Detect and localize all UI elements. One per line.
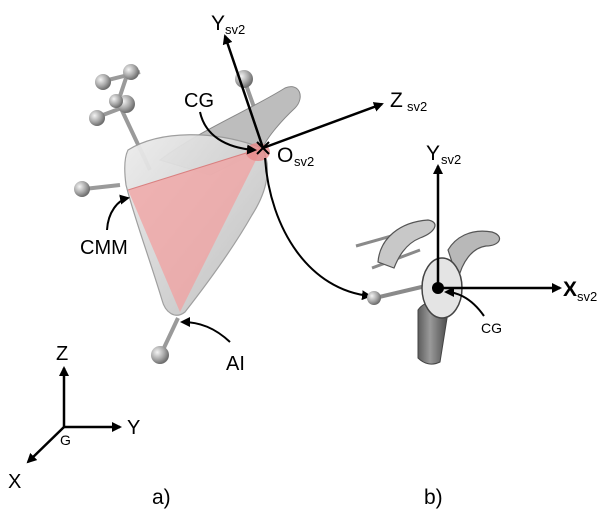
label-z-axis-a-sub: sv2	[407, 99, 427, 114]
label-y-axis-b: Y	[426, 142, 440, 165]
label-y-global: Y	[127, 417, 140, 439]
marker-ball-top	[235, 70, 253, 88]
marker-ball	[109, 94, 123, 108]
label-y-axis-a-sub: sv2	[225, 22, 245, 37]
label-origin-sub: sv2	[294, 154, 314, 169]
origin-cross	[256, 141, 270, 155]
marker-ball-b	[367, 291, 381, 305]
cg-point-b	[432, 282, 444, 294]
caption-b: b)	[424, 486, 443, 509]
label-x-global: X	[8, 471, 21, 493]
label-x-axis-b-sub: sv2	[577, 289, 597, 304]
coracoid	[377, 219, 436, 269]
label-y-axis-a: Y	[211, 12, 225, 35]
cg-pointer-a	[199, 111, 257, 155]
label-y-axis-b-sub: sv2	[441, 152, 461, 167]
transfer-arrow	[264, 157, 372, 301]
label-cmm: CMM	[80, 237, 128, 259]
label-origin-global: G	[60, 432, 71, 448]
marker-ball	[123, 64, 139, 80]
label-cg-b: CG	[481, 320, 502, 336]
marker-cluster-top	[89, 64, 152, 171]
caption-a: a)	[152, 486, 171, 509]
axis-y-sv2-a	[222, 34, 265, 149]
label-z-global: Z	[56, 343, 68, 365]
axis-z-sv2-a	[262, 102, 384, 150]
marker-ball-left	[74, 181, 90, 197]
label-ai: AI	[226, 353, 245, 375]
marker-ball	[95, 74, 111, 90]
marker-ball	[89, 110, 105, 126]
global-frame: Z Y X G	[8, 343, 140, 493]
cmm-pointer	[106, 194, 130, 231]
ai-pointer	[180, 317, 231, 343]
shoulder-panel-b: Y sv2 X sv2 CG b)	[355, 142, 597, 509]
acromion	[447, 230, 501, 283]
marker-ball-bottom	[151, 346, 169, 364]
scapula-panel-a: Y sv2 Z sv2 O sv2 CG CMM AI a)	[74, 12, 427, 509]
axis-x-global	[26, 426, 65, 464]
label-x-axis-b: X	[563, 278, 577, 301]
label-z-axis-a: Z	[390, 89, 403, 112]
scapular-plane	[128, 148, 262, 312]
label-cg-a: CG	[184, 90, 214, 112]
label-origin: O	[277, 144, 293, 167]
cg-pointer-b	[444, 287, 485, 317]
